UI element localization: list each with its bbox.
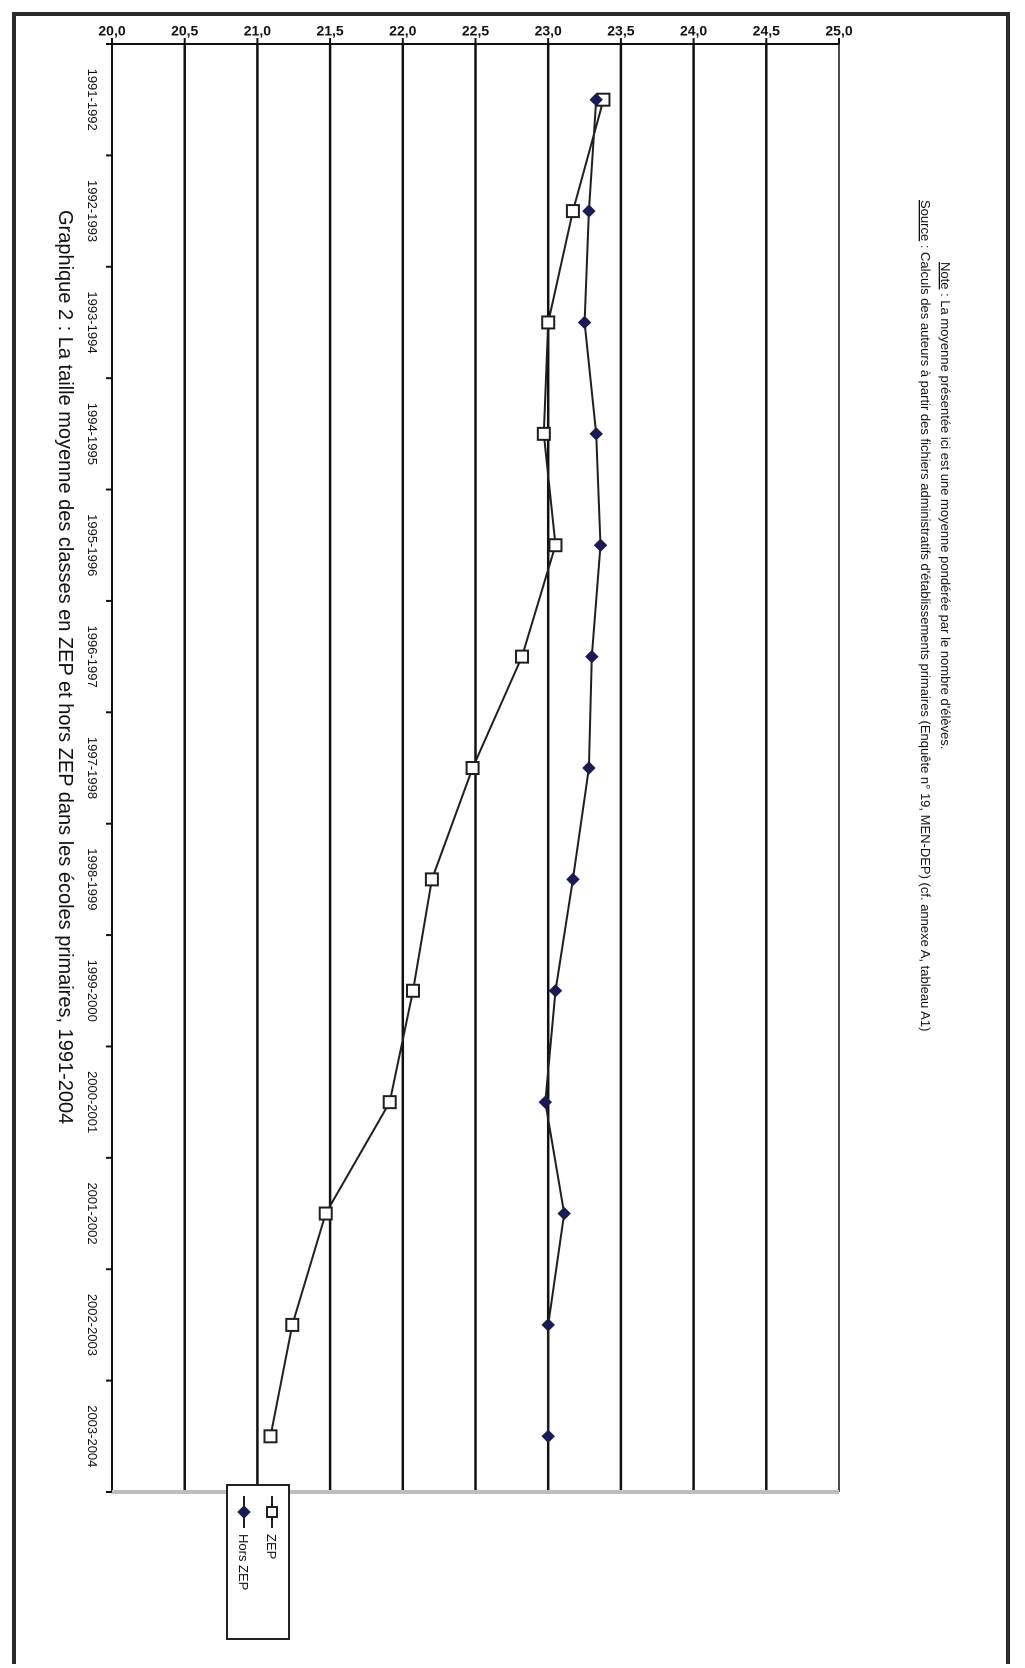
x-tick-label-3: 1994-1995 [85, 403, 100, 465]
note-label: Note [938, 262, 953, 289]
note-text: : La moyenne présentée ici est une moyen… [938, 289, 953, 749]
zep-point-11 [285, 1317, 300, 1332]
y-tick-label-2: 21,0 [244, 23, 271, 39]
series-zep [263, 92, 611, 1444]
source-text: : Calculs des auteurs à partir des fichi… [918, 241, 933, 1031]
legend-hors-zep-marker [237, 1505, 251, 1519]
legend: ZEP Hors ZEP [226, 1484, 290, 1640]
x-tick-label-7: 1998-1999 [85, 848, 100, 910]
y-tick-label-0: 20,0 [98, 23, 125, 39]
zep-point-5 [515, 649, 530, 664]
hors-zep-point-12 [541, 1429, 555, 1444]
series-layer [263, 92, 611, 1444]
hors-zep-point-5 [585, 649, 599, 664]
y-tick-label-10: 25,0 [825, 23, 852, 39]
zep-point-8 [405, 983, 420, 998]
zep-point-3 [536, 426, 551, 441]
x-tick-label-10: 2001-2002 [85, 1182, 100, 1244]
source-label: Source [918, 200, 933, 241]
x-tick-label-11: 2002-2003 [85, 1294, 100, 1356]
x-tick-label-4: 1995-1996 [85, 514, 100, 576]
hors-zep-point-8 [548, 984, 563, 998]
chart-title: Graphique 2 : La taille moyenne des clas… [54, 210, 76, 1124]
series-line-zep [269, 99, 605, 1437]
zep-point-4 [548, 538, 563, 553]
zep-point-7 [424, 872, 439, 887]
hors-zep-point-9 [538, 1095, 552, 1109]
x-tick-label-12: 2003-2004 [85, 1405, 100, 1467]
hors-zep-point-10 [557, 1206, 571, 1221]
zep-point-1 [565, 204, 580, 219]
zep-point-6 [465, 761, 480, 775]
chart-frame [12, 12, 1010, 1664]
note: Note : La moyenne présentée ici est une … [938, 262, 953, 749]
x-tick-label-0: 1991-1992 [85, 69, 100, 131]
legend-box [226, 1484, 290, 1640]
x-tick-label-1: 1992-1993 [85, 180, 100, 242]
source-note: Source : Calculs des auteurs à partir de… [918, 200, 933, 1031]
y-tick-label-5: 22,5 [462, 23, 489, 39]
zep-point-10 [318, 1206, 333, 1221]
y-tick-label-7: 23,5 [607, 23, 634, 39]
x-tick-label-9: 2000-2001 [85, 1071, 100, 1133]
legend-zep-marker [266, 1506, 278, 1518]
legend-hors-zep-label: Hors ZEP [236, 1534, 251, 1590]
y-tick-label-1: 20,5 [171, 23, 198, 39]
rotated-chart-group: 20,0 20,5 21,0 21,5 22,0 22,5 23,0 23,5 24,0 24,5… [54, 23, 953, 1640]
zep-point-12 [263, 1429, 278, 1444]
y-tick-label-3: 21,5 [316, 23, 343, 39]
x-tick-label-6: 1997-1998 [85, 737, 100, 799]
legend-entry-hors-zep: Hors ZEP [236, 1496, 251, 1590]
x-tick-label-2: 1993-1994 [85, 291, 100, 353]
hors-zep-point-2 [577, 315, 592, 330]
zep-point-9 [382, 1095, 397, 1110]
hors-zep-point-0 [589, 92, 603, 107]
hors-zep-point-6 [582, 761, 596, 775]
y-tick-label-6: 23,0 [535, 23, 562, 39]
y-tick-label-4: 22,0 [389, 23, 416, 39]
hors-zep-point-3 [589, 427, 603, 441]
hors-zep-point-7 [566, 872, 580, 887]
legend-zep-label: ZEP [264, 1534, 279, 1559]
legend-entry-zep: ZEP [264, 1496, 279, 1559]
x-tick-label-8: 1999-2000 [85, 960, 100, 1022]
y-tick-label-9: 24,5 [753, 23, 780, 39]
hors-zep-point-1 [582, 204, 596, 218]
y-tick-label-8: 24,0 [680, 23, 707, 39]
y-tick-labels: 20,0 20,5 21,0 21,5 22,0 22,5 23,0 23,5 24,0 24,5… [98, 23, 852, 39]
hors-zep-point-4 [593, 538, 608, 552]
x-tick-labels: 1991-1992 1992-1993 1993-1994 1994-1995 1995… [85, 69, 100, 1468]
series-hors-zep [538, 92, 608, 1444]
hors-zep-point-11 [541, 1318, 555, 1332]
zep-point-2 [541, 315, 556, 330]
x-tick-label-5: 1996-1997 [85, 626, 100, 688]
